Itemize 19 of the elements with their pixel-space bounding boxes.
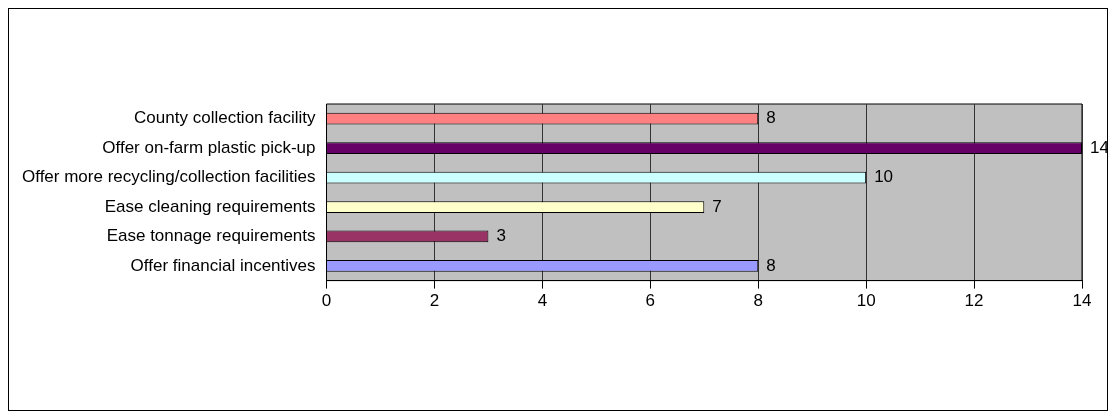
x-tick-label: 0 [321, 291, 332, 311]
y-tick-label: Ease tonnage requirements [106, 226, 316, 246]
y-tick-label: Ease cleaning requirements [104, 196, 316, 216]
x-tick-label: 8 [753, 291, 763, 311]
data-label: 8 [766, 108, 776, 128]
data-label: 7 [712, 196, 722, 216]
x-tick-label: 14 [1072, 291, 1092, 311]
y-tick-label: County collection facility [134, 108, 317, 128]
data-label: 3 [496, 226, 506, 246]
x-tick-label: 4 [537, 291, 548, 311]
y-tick-label: Offer on-farm plastic pick-up [102, 137, 316, 157]
data-label: 8 [766, 255, 776, 275]
y-tick-label: Offer financial incentives [130, 255, 316, 275]
y-tick-label: Offer more recycling/collection facilities [22, 167, 316, 187]
data-label: 10 [874, 167, 894, 187]
x-tick-label: 2 [429, 291, 440, 311]
x-tick-label: 10 [856, 291, 876, 311]
x-tick-label: 12 [964, 291, 984, 311]
x-tick-label: 6 [645, 291, 656, 311]
